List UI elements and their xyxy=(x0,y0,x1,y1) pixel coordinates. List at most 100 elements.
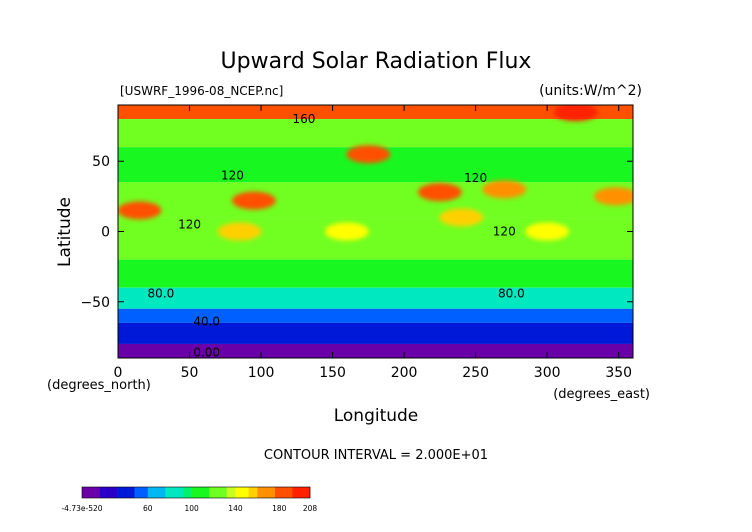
contour-labels: 160 120 120 120 120 80.0 80.0 40.0 0.00 xyxy=(148,112,525,359)
x-tick-label-0: 0 xyxy=(114,365,123,381)
colorbar-swatch-33 xyxy=(226,487,232,498)
colorbar-swatch-17 xyxy=(156,487,162,498)
colorbar-swatch-1 xyxy=(86,487,92,498)
colorbar-tick-208: 208 xyxy=(303,504,318,513)
colorbar-swatch-39 xyxy=(253,487,258,498)
hotspot-1 xyxy=(118,201,162,220)
y-tick-label-0: 0 xyxy=(101,225,110,241)
colorbar-tick-60: 60 xyxy=(143,504,153,513)
colorbar-swatch-50 xyxy=(301,487,306,498)
colorbar-tick-100: 100 xyxy=(184,504,199,513)
x-tick-label-50: 50 xyxy=(181,365,199,381)
colorbar-swatch-27 xyxy=(200,487,206,498)
colorbar xyxy=(82,487,311,498)
colorbar-swatch-34 xyxy=(231,487,236,498)
colorbar-swatch-42 xyxy=(266,487,271,498)
x-tick-label-350: 350 xyxy=(605,365,632,381)
colorbar-swatch-9 xyxy=(121,487,127,498)
colorbar-min-label: -4.73e-520 xyxy=(61,504,102,513)
colorbar-swatch-48 xyxy=(292,487,298,498)
contour-label-7: 40.0 xyxy=(193,314,220,328)
x-unit-label: (degrees_east) xyxy=(553,387,650,402)
colorbar-swatch-36 xyxy=(239,487,245,498)
zonal-band-1 xyxy=(118,119,633,148)
x-tick-label-250: 250 xyxy=(462,365,489,381)
x-axis-ticks: 0 50 100 150 200 250 300 350 xyxy=(114,105,632,381)
zonal-band-10 xyxy=(118,343,633,358)
colorbar-swatch-44 xyxy=(274,487,280,498)
hotspot-6 xyxy=(593,187,633,206)
colorbar-swatch-25 xyxy=(191,487,197,498)
colorbar-swatch-18 xyxy=(160,487,166,498)
y-axis-ticks: −50 0 50 xyxy=(80,154,633,311)
colorbar-swatch-19 xyxy=(165,487,170,498)
colorbar-swatch-5 xyxy=(103,487,109,498)
colorbar-swatch-15 xyxy=(147,487,153,498)
zonal-band-0 xyxy=(118,105,633,120)
colorbar-swatch-30 xyxy=(213,487,219,498)
colorbar-swatch-35 xyxy=(235,487,241,498)
colorbar-swatch-4 xyxy=(99,487,105,498)
colorbar-swatch-10 xyxy=(125,487,131,498)
zonal-band-3 xyxy=(118,182,633,218)
colorbar-swatch-41 xyxy=(261,487,267,498)
zonal-band-6 xyxy=(118,259,633,288)
units-label: (units:W/m^2) xyxy=(539,83,642,99)
hotspot-10 xyxy=(525,222,570,241)
x-tick-label-100: 100 xyxy=(248,365,275,381)
hotspot-8 xyxy=(217,222,262,241)
plot-area xyxy=(118,105,633,358)
y-unit-label: (degrees_north) xyxy=(47,378,151,393)
zonal-band-7 xyxy=(118,287,633,309)
hotspot-9 xyxy=(324,222,369,241)
colorbar-swatch-43 xyxy=(270,487,276,498)
colorbar-swatch-21 xyxy=(174,487,179,498)
colorbar-swatch-8 xyxy=(117,487,122,498)
colorbar-swatch-31 xyxy=(217,487,223,498)
colorbar-swatch-6 xyxy=(108,487,113,498)
contour-label-6: 80.0 xyxy=(498,286,525,300)
contour-label-1: 120 xyxy=(221,168,244,182)
contour-label-2: 120 xyxy=(464,171,487,185)
x-tick-label-300: 300 xyxy=(534,365,561,381)
colorbar-swatch-28 xyxy=(204,487,210,498)
colorbar-swatch-37 xyxy=(244,487,249,498)
hotspot-3 xyxy=(346,145,391,164)
colorbar-swatch-0 xyxy=(82,487,87,498)
contour-interval: CONTOUR INTERVAL = 2.000E+01 xyxy=(264,448,488,463)
zonal-band-8 xyxy=(118,308,633,323)
colorbar-swatch-12 xyxy=(134,487,140,498)
hotspot-4 xyxy=(553,105,598,122)
contour-label-0: 160 xyxy=(293,112,316,126)
x-axis-label: Longitude xyxy=(334,406,419,426)
colorbar-swatch-7 xyxy=(112,487,118,498)
contour-label-5: 80.0 xyxy=(148,286,175,300)
chart-title: Upward Solar Radiation Flux xyxy=(221,49,532,74)
file-label: [USWRF_1996-08_NCEP.nc] xyxy=(120,84,283,98)
colorbar-swatch-14 xyxy=(143,487,149,498)
y-tick-label-50: 50 xyxy=(92,154,110,170)
colorbar-swatch-26 xyxy=(196,487,201,498)
colorbar-swatch-3 xyxy=(95,487,100,498)
colorbar-tick-140: 140 xyxy=(228,504,243,513)
colorbar-swatch-45 xyxy=(279,487,284,498)
zonal-band-5 xyxy=(118,238,633,260)
colorbar-swatch-2 xyxy=(90,487,96,498)
colorbar-swatch-23 xyxy=(182,487,188,498)
hotspot-5 xyxy=(482,180,527,199)
zonal-band-9 xyxy=(118,322,633,344)
hotspot-7 xyxy=(439,208,484,227)
contour-label-4: 120 xyxy=(493,225,516,239)
contour-label-3: 120 xyxy=(178,217,201,231)
colorbar-frame xyxy=(81,486,311,499)
hotspot-0 xyxy=(231,191,276,210)
colorbar-swatch-47 xyxy=(288,487,293,498)
colorbar-swatch-24 xyxy=(187,487,192,498)
colorbar-swatch-49 xyxy=(296,487,302,498)
y-tick-label--50: −50 xyxy=(80,295,110,311)
colorbar-swatch-38 xyxy=(248,487,254,498)
zonal-bands xyxy=(118,105,633,358)
colorbar-swatch-32 xyxy=(222,487,227,498)
contour-label-8: 0.00 xyxy=(193,345,220,359)
